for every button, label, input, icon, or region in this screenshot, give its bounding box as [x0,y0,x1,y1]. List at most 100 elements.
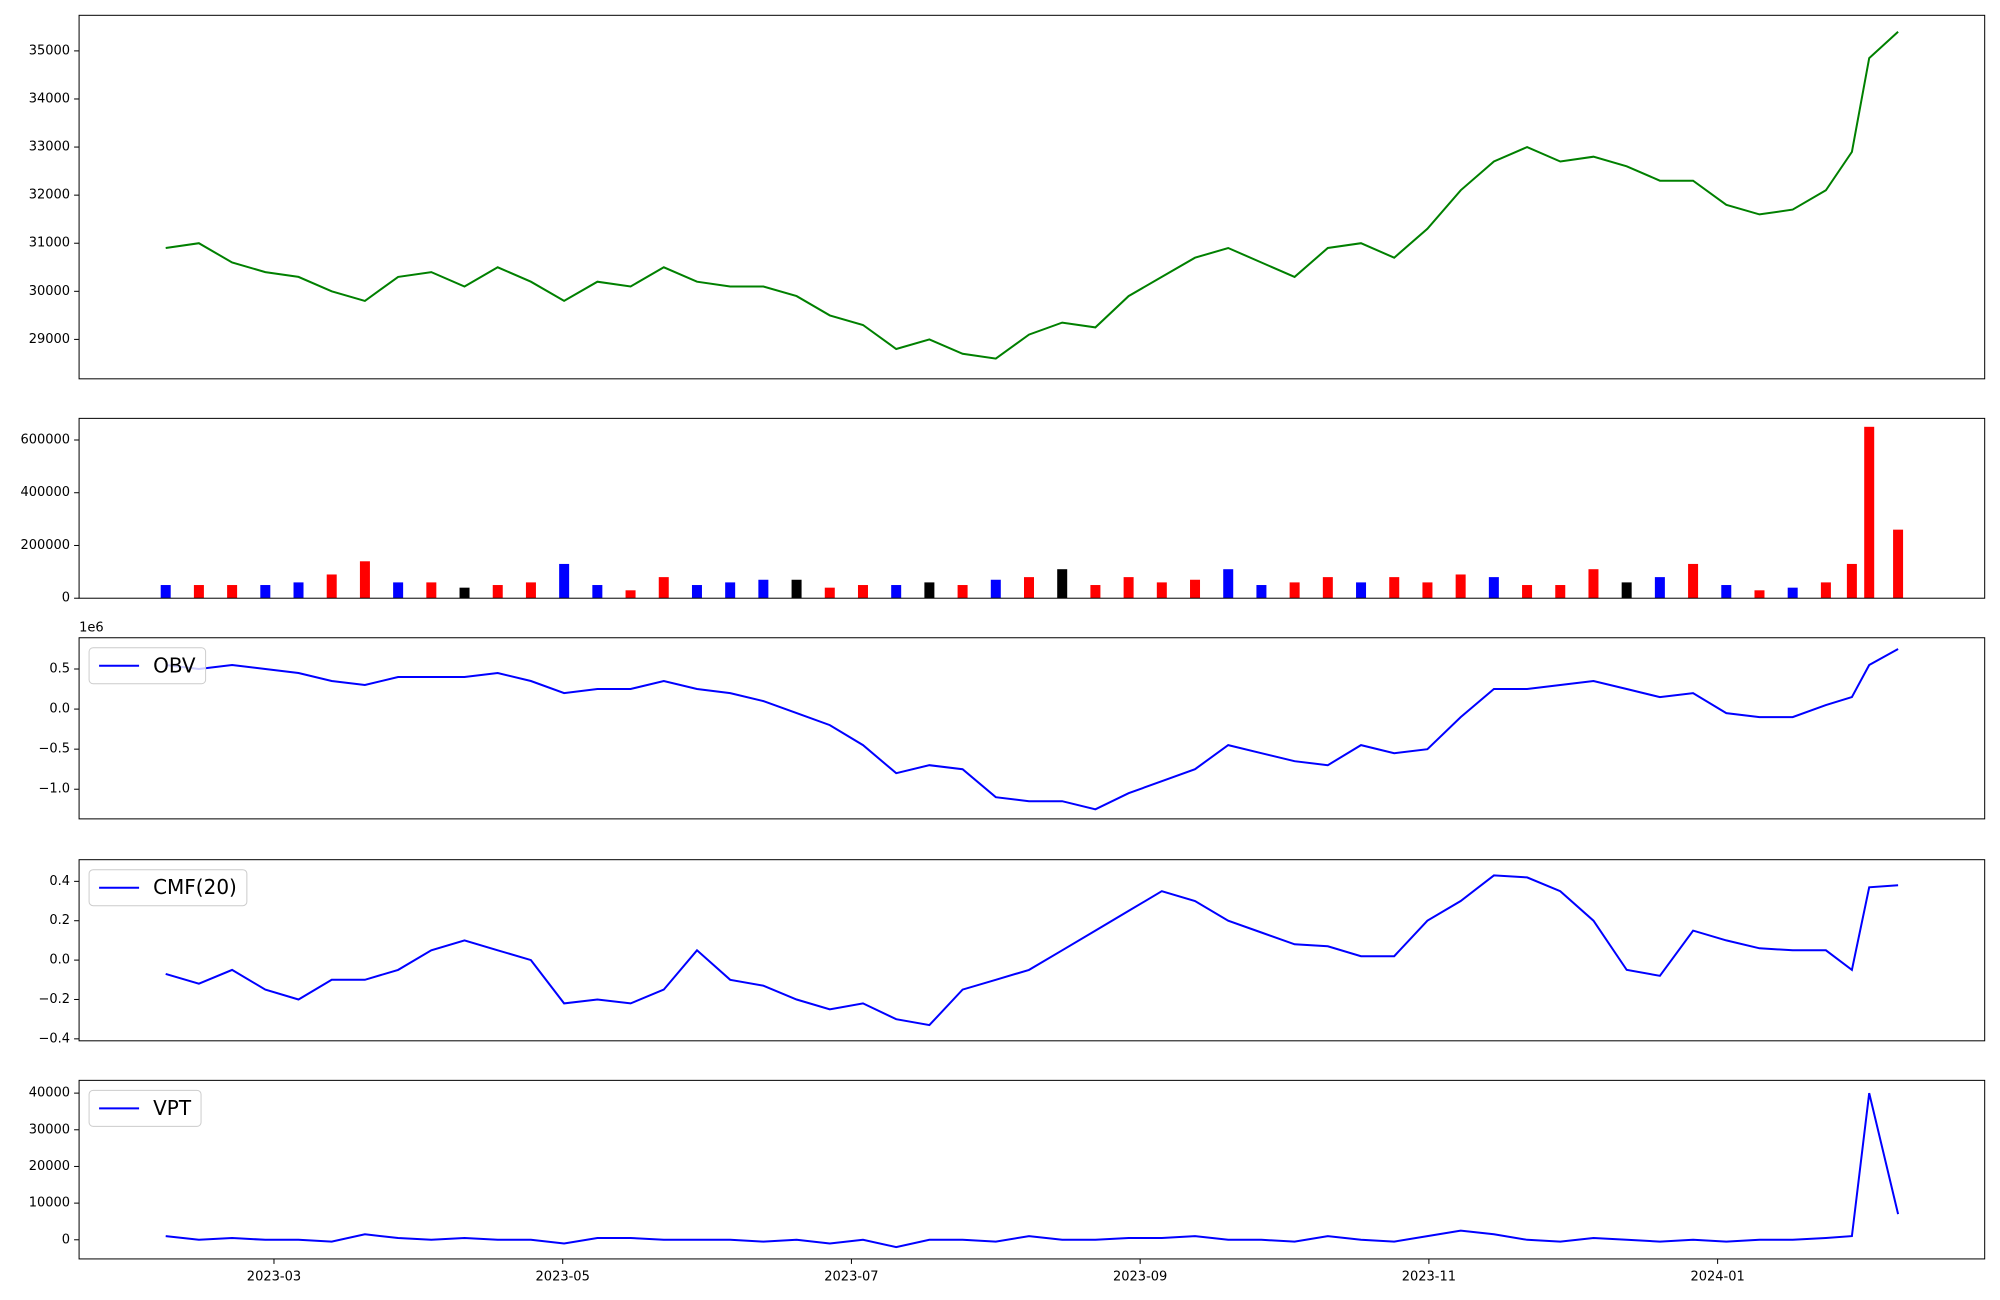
bar [1289,582,1300,599]
bar [924,582,935,599]
bar [459,587,470,599]
y-tick-label: 0.2 [49,913,70,928]
bar [525,582,536,599]
x-tick-label: 2023-11 [1402,1269,1456,1284]
bar [691,585,702,599]
y-tick-label: −1.0 [39,782,71,797]
bar [359,561,370,599]
bar [725,582,736,599]
x-tick-label: 2023-05 [536,1269,590,1284]
bar [957,585,968,599]
bar [1455,574,1466,599]
y-tick-label: 0.0 [49,702,70,717]
y-tick-label: 35000 [29,43,70,58]
plot-frame [78,859,1986,1042]
y-tick-label: 0.5 [49,662,70,677]
y-tick-label: 32000 [29,188,70,203]
bar [1864,426,1875,599]
bar [758,579,769,599]
legend-label: CMF(20) [153,875,237,899]
bar [857,585,868,599]
bar [1721,585,1732,599]
bar [990,579,1001,599]
bar [1621,582,1632,599]
y-tick-label: −0.5 [39,742,71,757]
y-tick-label: 600000 [20,432,70,447]
plot-frame [78,14,1986,380]
y-tick-label: 0.4 [49,874,70,889]
legend: OBV [88,647,207,685]
y-tick-label: 34000 [29,91,70,106]
bar [193,585,204,599]
legend-box [88,869,248,907]
bar [1654,577,1665,599]
legend-box [88,1089,202,1127]
y-tick-label: 0 [62,1232,70,1247]
y-tick-label: 400000 [20,485,70,500]
bar [1422,582,1433,599]
bar [1256,585,1267,599]
bar [592,585,603,599]
legend-label: VPT [153,1096,192,1120]
bar [160,585,171,599]
line [165,648,1899,811]
bar [1057,569,1068,599]
bar [1322,577,1333,599]
bar [1090,585,1101,599]
y-tick-label: 10000 [29,1196,70,1211]
bar [791,579,802,599]
bar [293,582,304,599]
x-tick-label: 2023-09 [1113,1269,1167,1284]
plot-frame [78,417,1986,599]
bar [326,574,337,599]
bar [492,585,503,599]
y-tick-label: −0.4 [39,1031,71,1046]
bar [1024,577,1035,599]
bar [1389,577,1400,599]
bar [1190,579,1201,599]
bar [426,582,437,599]
y-tick-label: 40000 [29,1086,70,1101]
legend: VPT [88,1089,202,1127]
bar [1787,587,1798,599]
bar [393,582,404,599]
bar [1754,590,1765,599]
bar [1488,577,1499,599]
plot-frame [78,637,1986,820]
y-tick-label: 0 [62,591,70,606]
bar [1688,563,1699,599]
y-tick-label: 20000 [29,1159,70,1174]
bar [227,585,238,599]
bar [1555,585,1566,599]
bar [1156,582,1167,599]
bar [1223,569,1234,599]
bar [1522,585,1533,599]
bar [260,585,271,599]
x-tick-label: 2024-01 [1690,1269,1744,1284]
y-tick-label: 29000 [29,332,70,347]
y-offset-label: 1e6 [79,620,104,635]
y-tick-label: −0.2 [39,992,71,1007]
line [165,1092,1900,1249]
bar [1893,529,1904,599]
y-tick-label: 0.0 [49,953,70,968]
y-tick-label: 200000 [20,538,70,553]
bar [1356,582,1367,599]
bar [1123,577,1134,599]
bar [559,563,570,599]
bar [824,587,835,599]
line [165,874,1899,1027]
bar [658,577,669,599]
y-tick-label: 33000 [29,140,70,155]
y-tick-label: 31000 [29,236,70,251]
plot-frame [78,1079,1986,1260]
y-tick-label: 30000 [29,284,70,299]
legend: CMF(20) [88,869,248,907]
legend-box [88,647,207,685]
legend-label: OBV [153,653,196,677]
bar [1588,569,1599,599]
y-tick-label: 30000 [29,1122,70,1137]
line [165,30,1899,360]
x-tick-label: 2023-03 [247,1269,301,1284]
